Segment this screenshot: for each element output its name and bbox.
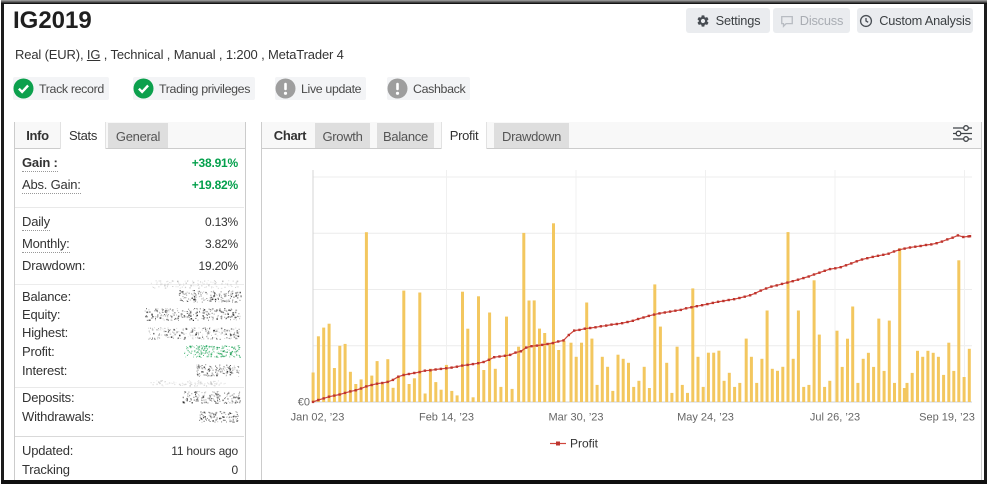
svg-text:€0: €0: [298, 397, 310, 409]
svg-text:Profit: Profit: [570, 437, 599, 451]
svg-text:May 24, ’23: May 24, ’23: [677, 412, 734, 424]
svg-text:Jan 02, ’23: Jan 02, ’23: [291, 412, 345, 424]
svg-text:Sep 19, ’23: Sep 19, ’23: [919, 412, 975, 424]
svg-text:Jul 26, ’23: Jul 26, ’23: [810, 412, 860, 424]
svg-text:Mar 30, ’23: Mar 30, ’23: [548, 412, 603, 424]
svg-text:Feb 14, ’23: Feb 14, ’23: [419, 412, 474, 424]
